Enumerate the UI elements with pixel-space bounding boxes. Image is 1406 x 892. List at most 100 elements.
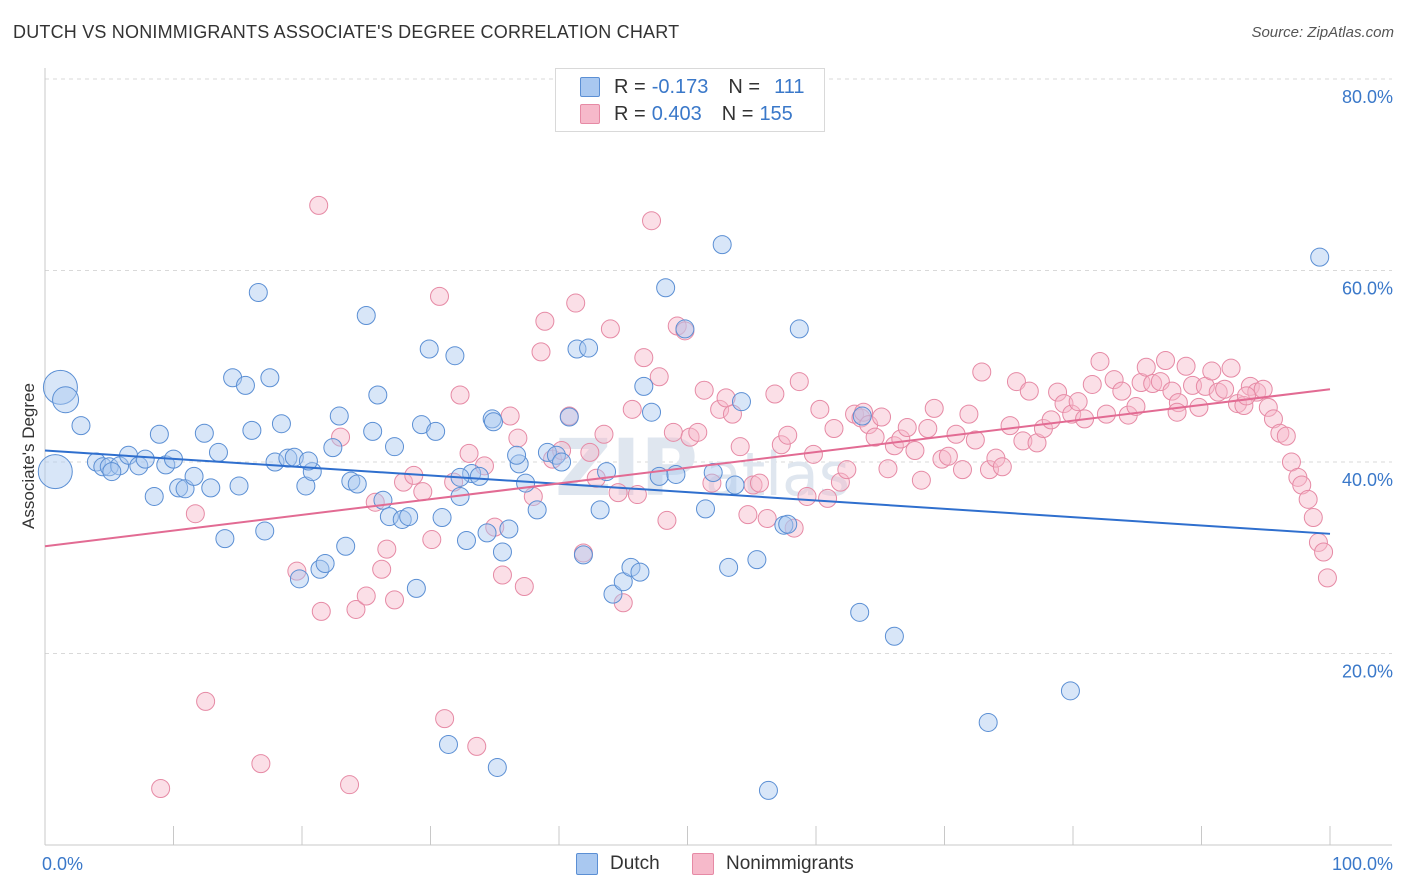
dutch-point — [758, 780, 778, 800]
nonimmigrants-point — [1006, 372, 1026, 392]
nonimmigrants-point — [1090, 351, 1110, 371]
dutch-point — [695, 499, 715, 519]
r-label: R = — [614, 102, 646, 125]
bottom-legend-nonimmigrants: Nonimmigrants — [692, 852, 854, 876]
nonimmigrants-point — [1000, 416, 1020, 436]
nonimmigrants-point — [377, 539, 397, 559]
nonimmigrants-point — [356, 586, 376, 606]
nonimmigrants-point — [972, 362, 992, 382]
dutch-point — [144, 486, 164, 506]
nonimmigrants-point — [818, 488, 838, 508]
nonimmigrants-point — [1096, 404, 1116, 424]
nonimmigrants-swatch — [692, 853, 714, 875]
dutch-point — [438, 734, 458, 754]
nonimmigrants-point — [1027, 433, 1047, 453]
dutch-point — [603, 584, 623, 604]
dutch-point — [573, 545, 593, 565]
nonimmigrants-point — [185, 504, 205, 524]
nonimmigrants-point — [309, 195, 329, 215]
nonimmigrants-point — [959, 404, 979, 424]
dutch-point — [149, 424, 169, 444]
nonimmigrants-point — [749, 473, 769, 493]
dutch-point — [260, 368, 280, 388]
nonimmigrants-point — [642, 211, 662, 231]
nonimmigrants-point — [1236, 386, 1256, 406]
dutch-point — [71, 416, 91, 436]
nonimmigrants-point — [435, 709, 455, 729]
dutch-point — [527, 500, 547, 520]
nonimmigrants-point — [789, 372, 809, 392]
nonimmigrants-point — [710, 399, 730, 419]
y-tick-label: 80.0% — [1342, 87, 1393, 107]
nonimmigrants-point — [1112, 381, 1132, 401]
nonimmigrants-points — [151, 195, 1337, 799]
trend-lines — [44, 388, 1331, 548]
y-tick-label: 20.0% — [1342, 662, 1393, 682]
nonimmigrants-point — [580, 442, 600, 462]
dutch-label: Dutch — [610, 853, 660, 874]
nonimmigrants-point — [891, 429, 911, 449]
dutch-point — [426, 421, 446, 441]
dutch-point — [507, 445, 527, 465]
grid-lines — [45, 78, 1392, 654]
nonimmigrants-point — [1143, 373, 1163, 393]
nonimmigrants-point — [694, 380, 714, 400]
dutch-point — [850, 602, 870, 622]
nonimmigrants-point — [1136, 357, 1156, 377]
nonimmigrants-point — [600, 319, 620, 339]
nonimmigrants-point — [965, 430, 985, 450]
y-tick-label: 40.0% — [1342, 470, 1393, 490]
dutch-point — [731, 392, 751, 412]
nonimmigrants-point — [778, 425, 798, 445]
nonimmigrants-point — [1303, 508, 1323, 528]
nonimmigrants-point — [1317, 568, 1337, 588]
nonimmigrants-point — [911, 470, 931, 490]
r-value: 0.403 — [651, 102, 702, 125]
nonimmigrants-point — [878, 459, 898, 479]
nonimmigrants-point — [1263, 409, 1283, 429]
dutch-point — [675, 319, 695, 339]
nonimmigrants-point — [865, 427, 885, 447]
nonimmigrants-point — [1167, 402, 1187, 422]
chart-title: DUTCH VS NONIMMIGRANTS ASSOCIATE'S DEGRE… — [13, 22, 680, 42]
nonimmigrants-point — [531, 342, 551, 362]
dutch-point — [621, 557, 641, 577]
dutch-point — [399, 507, 419, 527]
n-label: N = — [721, 102, 754, 125]
nonimmigrants-point — [1013, 431, 1033, 451]
nonimmigrants-point — [688, 422, 708, 442]
dutch-point — [492, 542, 512, 562]
dutch-point — [789, 319, 809, 339]
nonimmigrants-point — [771, 435, 791, 455]
nonimmigrants-point — [622, 399, 642, 419]
nonimmigrants-point — [450, 385, 470, 405]
dutch-point — [559, 407, 579, 427]
dutch-point — [719, 557, 739, 577]
dutch-point — [135, 449, 155, 469]
nonimmigrants-point — [500, 406, 520, 426]
nonimmigrants-trend-line — [44, 388, 1331, 548]
x-tick-label: 100.0% — [1332, 854, 1393, 874]
nonimmigrants-point — [413, 482, 433, 502]
nonimmigrants-point — [918, 418, 938, 438]
nonimmigrants-point — [634, 348, 654, 368]
dutch-point — [445, 346, 465, 366]
nonimmigrants-point — [738, 505, 758, 525]
nonimmigrants-point — [649, 367, 669, 387]
nonimmigrants-point — [1314, 542, 1334, 562]
dutch-point — [363, 421, 383, 441]
nonimmigrants-point — [924, 398, 944, 418]
tick-labels: 20.0% 40.0% 60.0% 80.0% 0.0% 100.0% — [42, 87, 1393, 874]
dutch-point — [725, 475, 745, 495]
dutch-point — [329, 406, 349, 426]
dutch-point — [630, 562, 650, 582]
nonimmigrants-point — [566, 293, 586, 313]
nonimmigrants-point — [492, 565, 512, 585]
nonimmigrants-point — [1253, 379, 1273, 399]
dutch-point — [747, 550, 767, 570]
nonimmigrants-point — [459, 443, 479, 463]
dutch-points — [37, 235, 1330, 800]
nonimmigrants-point — [1176, 356, 1196, 376]
nonimmigrants-point — [702, 473, 722, 493]
